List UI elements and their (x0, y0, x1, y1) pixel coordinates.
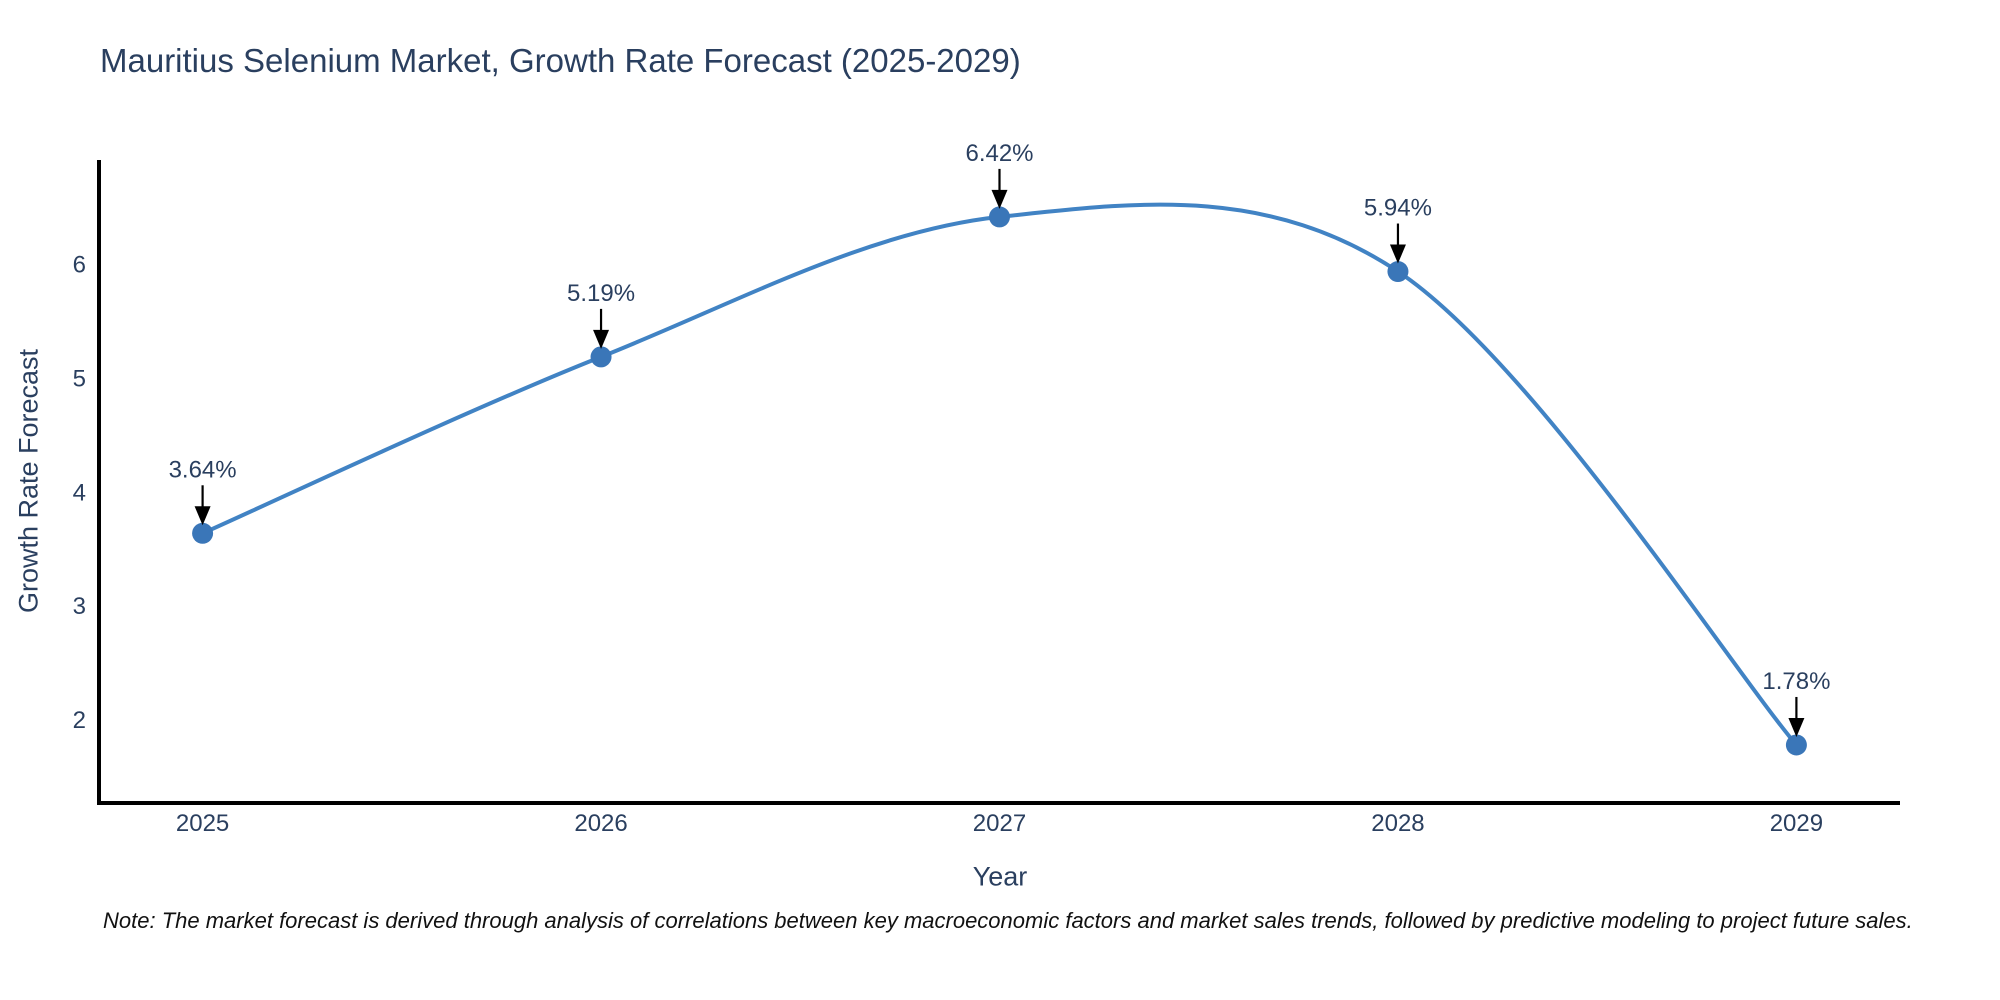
x-axis-title: Year (972, 861, 1028, 892)
y-tick-label-4: 4 (73, 479, 86, 506)
forecast-spline-line (200, 202, 1799, 747)
y-axis-title: Growth Rate Forecast (13, 348, 44, 614)
annotation-label-2026: 5.19% (567, 280, 635, 307)
y-tick-label-3: 3 (73, 593, 86, 620)
x-tick-label-2029: 2029 (1770, 810, 1823, 837)
annotation-arrow-head-2026 (593, 329, 610, 349)
annotation-arrow-head-2025 (194, 506, 211, 526)
annotation-label-2025: 3.64% (169, 456, 237, 483)
annotation-label-2027: 6.42% (965, 140, 1033, 167)
x-tick-label-2028: 2028 (1371, 810, 1424, 837)
annotation-label-2029: 1.78% (1762, 668, 1830, 695)
annotation-arrow-head-2028 (1389, 244, 1406, 264)
footnote: Note: The market forecast is derived thr… (103, 908, 1913, 933)
y-tick-label-6: 6 (73, 252, 86, 279)
data-point-marker-2028 (1387, 261, 1409, 283)
y-tick-label-2: 2 (73, 707, 86, 734)
x-tick-label-2025: 2025 (176, 810, 229, 837)
data-point-marker-2025 (192, 522, 214, 544)
x-tick-label-2027: 2027 (973, 810, 1026, 837)
data-point-marker-2027 (989, 206, 1010, 228)
chart-title: Mauritius Selenium Market, Growth Rate F… (100, 42, 1021, 79)
annotation-label-2028: 5.94% (1364, 195, 1432, 222)
x-tick-label-2026: 2026 (574, 810, 627, 837)
data-point-marker-2026 (590, 346, 612, 368)
data-point-marker-2029 (1785, 734, 1807, 756)
annotation-arrow-head-2027 (991, 189, 1008, 209)
y-tick-label-5: 5 (73, 366, 86, 393)
annotation-arrow-head-2029 (1788, 717, 1805, 737)
